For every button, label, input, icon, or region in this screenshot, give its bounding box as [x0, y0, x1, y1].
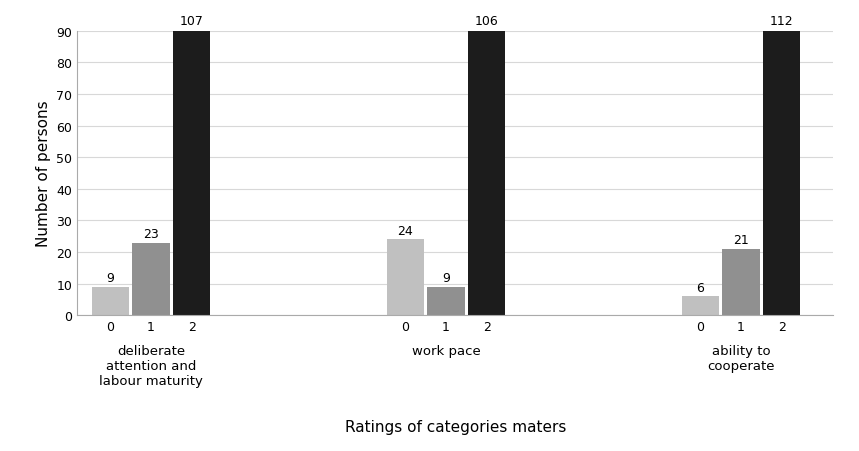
Bar — [428, 287, 465, 316]
Y-axis label: Number of persons: Number of persons — [36, 101, 51, 247]
Bar — [92, 287, 129, 316]
Bar — [387, 240, 424, 316]
Bar — [682, 297, 719, 316]
Bar — [763, 32, 801, 316]
Bar — [722, 249, 759, 316]
Text: deliberate
attention and
labour maturity: deliberate attention and labour maturity — [99, 344, 203, 387]
Bar — [132, 243, 170, 316]
Bar — [173, 32, 210, 316]
Text: 106: 106 — [475, 15, 498, 28]
Text: ability to
cooperate: ability to cooperate — [707, 344, 775, 372]
Text: 6: 6 — [697, 281, 704, 294]
Text: 107: 107 — [180, 15, 204, 28]
Text: 9: 9 — [442, 272, 450, 285]
Text: 21: 21 — [734, 234, 749, 247]
Text: 9: 9 — [107, 272, 114, 285]
Text: 24: 24 — [398, 225, 413, 237]
Text: work pace: work pace — [411, 344, 480, 357]
Bar — [468, 32, 505, 316]
Text: 23: 23 — [143, 228, 159, 240]
Text: 112: 112 — [770, 15, 794, 28]
X-axis label: Ratings of categories maters: Ratings of categories maters — [344, 419, 566, 434]
